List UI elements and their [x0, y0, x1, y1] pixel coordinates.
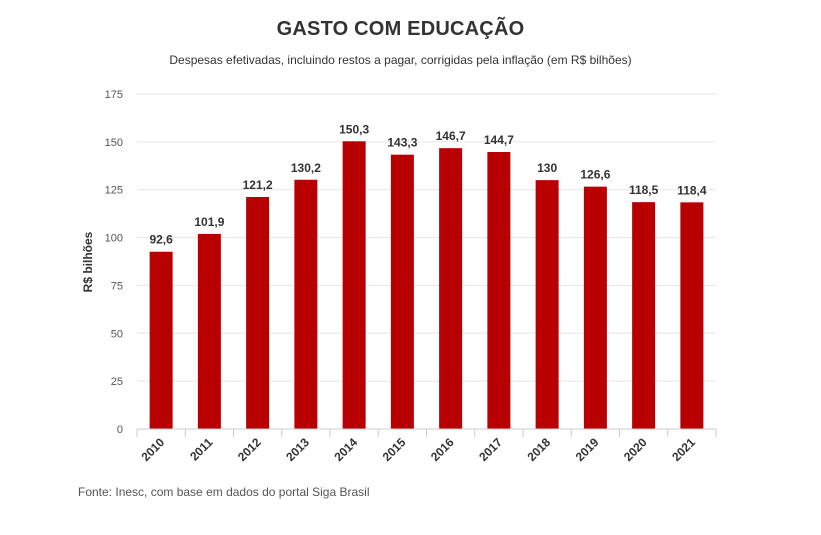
x-tick-label: 2018: [524, 435, 553, 464]
y-tick-label: 75: [111, 280, 123, 292]
y-tick-label: 50: [111, 328, 123, 340]
y-axis-label: R$ bilhões: [81, 231, 95, 292]
data-labels: 92,6 101,9 121,2 130,2 150,3 143,3 146,7 144,7 1…: [149, 122, 706, 246]
data-label: 130,2: [291, 161, 321, 175]
data-label: 143,3: [387, 136, 417, 150]
bar-2017: [487, 152, 511, 429]
bar-2014: [342, 141, 366, 430]
x-tick-label: 2014: [331, 435, 360, 464]
x-tick-label: 2015: [380, 435, 409, 464]
bar-2016: [439, 148, 463, 429]
data-label: 121,2: [243, 178, 273, 192]
y-tick-label: 25: [111, 376, 123, 388]
bar-2013: [294, 179, 318, 429]
data-label: 150,3: [339, 122, 369, 136]
bar-2019: [583, 186, 607, 429]
x-tick-label: 2020: [621, 435, 650, 464]
data-label: 101,9: [194, 215, 224, 229]
chart-title: GASTO COM EDUCAÇÃO: [276, 18, 525, 40]
data-label: 130: [537, 161, 557, 175]
chart-subtitle: Despesas efetivadas, incluindo restos a …: [169, 53, 632, 67]
data-label: 146,7: [436, 129, 466, 143]
bar-2015: [390, 154, 414, 429]
y-tick-label: 150: [105, 137, 123, 149]
y-tick-label: 100: [105, 233, 123, 245]
data-label: 92,6: [149, 233, 173, 247]
bars: [149, 141, 704, 430]
x-tick-label: 2011: [187, 435, 216, 464]
x-tick-label: 2012: [235, 435, 264, 464]
source-note: Fonte: Inesc, com base em dados do porta…: [78, 485, 370, 499]
bar-2021: [680, 202, 704, 429]
x-tick-label: 2016: [428, 435, 457, 464]
bar-2011: [197, 233, 221, 429]
y-tick-label: 175: [105, 89, 123, 101]
bar-2012: [246, 196, 270, 429]
x-tick-label: 2021: [669, 435, 698, 464]
gridlines: [137, 93, 716, 382]
bar-2018: [535, 180, 559, 429]
data-label: 144,7: [484, 133, 514, 147]
x-tick-label: 2017: [476, 435, 505, 464]
y-tick-label: 125: [105, 185, 123, 197]
x-tick-label: 2019: [573, 435, 602, 464]
data-label: 126,6: [580, 168, 610, 182]
x-axis: 2010 2011 2012 2013 2014 2015 2016 2017 2018 2019…: [136, 428, 717, 464]
x-tick-label: 2013: [283, 435, 312, 464]
data-label: 118,5: [629, 183, 659, 197]
x-tick-label: 2010: [138, 435, 167, 464]
bar-2020: [632, 202, 656, 429]
bar-2010: [149, 251, 173, 429]
y-tick-label: 0: [117, 424, 123, 436]
y-axis-ticks: 0 25 50 75 100 125 150 175: [105, 89, 123, 436]
data-label: 118,4: [677, 183, 707, 197]
